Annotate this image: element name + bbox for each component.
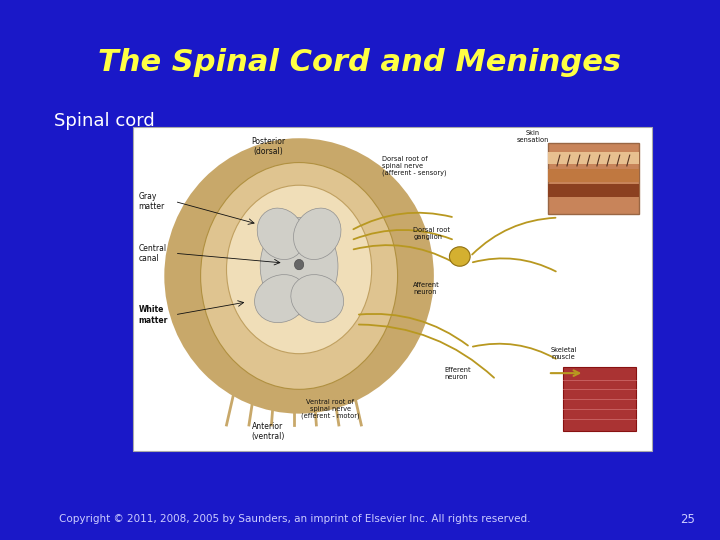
Text: The Spinal Cord and Meninges: The Spinal Cord and Meninges <box>99 48 621 77</box>
Ellipse shape <box>291 275 343 322</box>
Bar <box>564 367 636 431</box>
Ellipse shape <box>201 163 397 389</box>
Text: Dorsal root
ganglion: Dorsal root ganglion <box>413 227 450 240</box>
Text: 25: 25 <box>680 513 695 526</box>
Text: Central
canal: Central canal <box>138 244 166 263</box>
Bar <box>548 170 639 183</box>
Bar <box>133 127 652 451</box>
Bar <box>548 143 639 214</box>
Text: Skin
sensation: Skin sensation <box>516 130 549 143</box>
Text: Gray
matter: Gray matter <box>138 192 165 211</box>
Bar <box>548 184 639 197</box>
Text: Posterior
(dorsal): Posterior (dorsal) <box>251 137 285 156</box>
Text: Anterior
(ventral): Anterior (ventral) <box>251 422 284 441</box>
Ellipse shape <box>227 185 372 354</box>
Ellipse shape <box>449 247 470 266</box>
Ellipse shape <box>257 208 305 260</box>
Text: Dorsal root of
spinal nerve
(afferent - sensory): Dorsal root of spinal nerve (afferent - … <box>382 156 446 176</box>
Text: Afferent
neuron: Afferent neuron <box>413 282 440 295</box>
Ellipse shape <box>164 138 434 414</box>
Ellipse shape <box>294 259 304 270</box>
Ellipse shape <box>260 218 338 315</box>
Text: Ventral root of
spinal nerve
(efferent - motor): Ventral root of spinal nerve (efferent -… <box>301 399 359 419</box>
Text: Skeletal
muscle: Skeletal muscle <box>550 347 577 360</box>
Ellipse shape <box>255 275 307 322</box>
Text: Spinal cord: Spinal cord <box>54 112 155 131</box>
Text: Efferent
neuron: Efferent neuron <box>444 367 471 380</box>
Text: White
matter: White matter <box>138 305 168 325</box>
Ellipse shape <box>294 208 341 260</box>
Bar <box>548 152 639 165</box>
Text: Copyright © 2011, 2008, 2005 by Saunders, an imprint of Elsevier Inc. All rights: Copyright © 2011, 2008, 2005 by Saunders… <box>60 515 531 524</box>
